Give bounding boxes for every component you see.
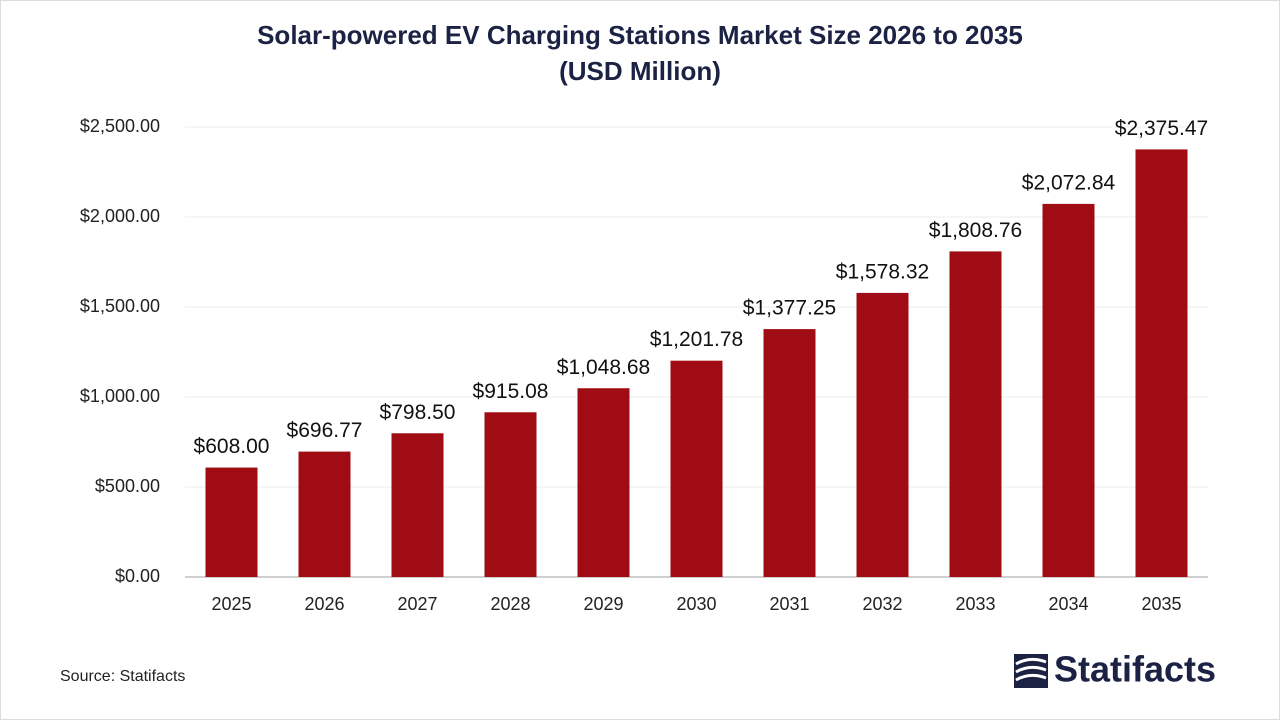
bar bbox=[1135, 149, 1188, 577]
x-tick-label: 2034 bbox=[1048, 594, 1088, 614]
x-tick-label: 2028 bbox=[490, 594, 530, 614]
value-label: $696.77 bbox=[287, 419, 363, 442]
bar bbox=[949, 251, 1002, 577]
value-label: $2,375.47 bbox=[1115, 117, 1208, 140]
value-label: $1,578.32 bbox=[836, 260, 929, 283]
x-tick-label: 2031 bbox=[769, 594, 809, 614]
x-tick-label: 2035 bbox=[1141, 594, 1181, 614]
value-label: $2,072.84 bbox=[1022, 171, 1116, 194]
x-tick-label: 2033 bbox=[955, 594, 995, 614]
bar bbox=[1042, 203, 1095, 577]
bar bbox=[670, 360, 723, 577]
y-tick-label: $2,500.00 bbox=[80, 116, 160, 136]
y-tick-label: $0.00 bbox=[115, 566, 160, 586]
x-tick-label: 2030 bbox=[676, 594, 716, 614]
value-label: $798.50 bbox=[380, 401, 456, 424]
y-tick-label: $2,000.00 bbox=[80, 206, 160, 226]
value-label: $1,808.76 bbox=[929, 219, 1022, 242]
value-label: $915.08 bbox=[473, 380, 549, 403]
chart-title: Solar-powered EV Charging Stations Marke… bbox=[257, 20, 1023, 50]
chart-subtitle: (USD Million) bbox=[559, 56, 721, 86]
y-tick-label: $1,500.00 bbox=[80, 296, 160, 316]
x-tick-label: 2026 bbox=[304, 594, 344, 614]
x-tick-label: 2032 bbox=[862, 594, 902, 614]
bar bbox=[577, 388, 630, 577]
bar bbox=[763, 329, 816, 577]
y-tick-label: $1,000.00 bbox=[80, 386, 160, 406]
x-tick-label: 2027 bbox=[397, 594, 437, 614]
bar bbox=[856, 292, 909, 577]
bar bbox=[298, 451, 351, 577]
source: Source: Statifacts bbox=[60, 668, 185, 685]
logo-icon bbox=[1014, 654, 1048, 688]
logo-text: Statifacts bbox=[1054, 649, 1216, 690]
bar bbox=[484, 412, 537, 577]
value-label: $1,201.78 bbox=[650, 328, 743, 351]
y-tick-label: $500.00 bbox=[95, 476, 160, 496]
value-label: $608.00 bbox=[194, 435, 270, 458]
bar bbox=[205, 467, 258, 577]
x-tick-label: 2029 bbox=[583, 594, 623, 614]
value-label: $1,377.25 bbox=[743, 297, 836, 320]
bar bbox=[391, 433, 444, 577]
x-tick-label: 2025 bbox=[211, 594, 251, 614]
value-label: $1,048.68 bbox=[557, 356, 650, 379]
